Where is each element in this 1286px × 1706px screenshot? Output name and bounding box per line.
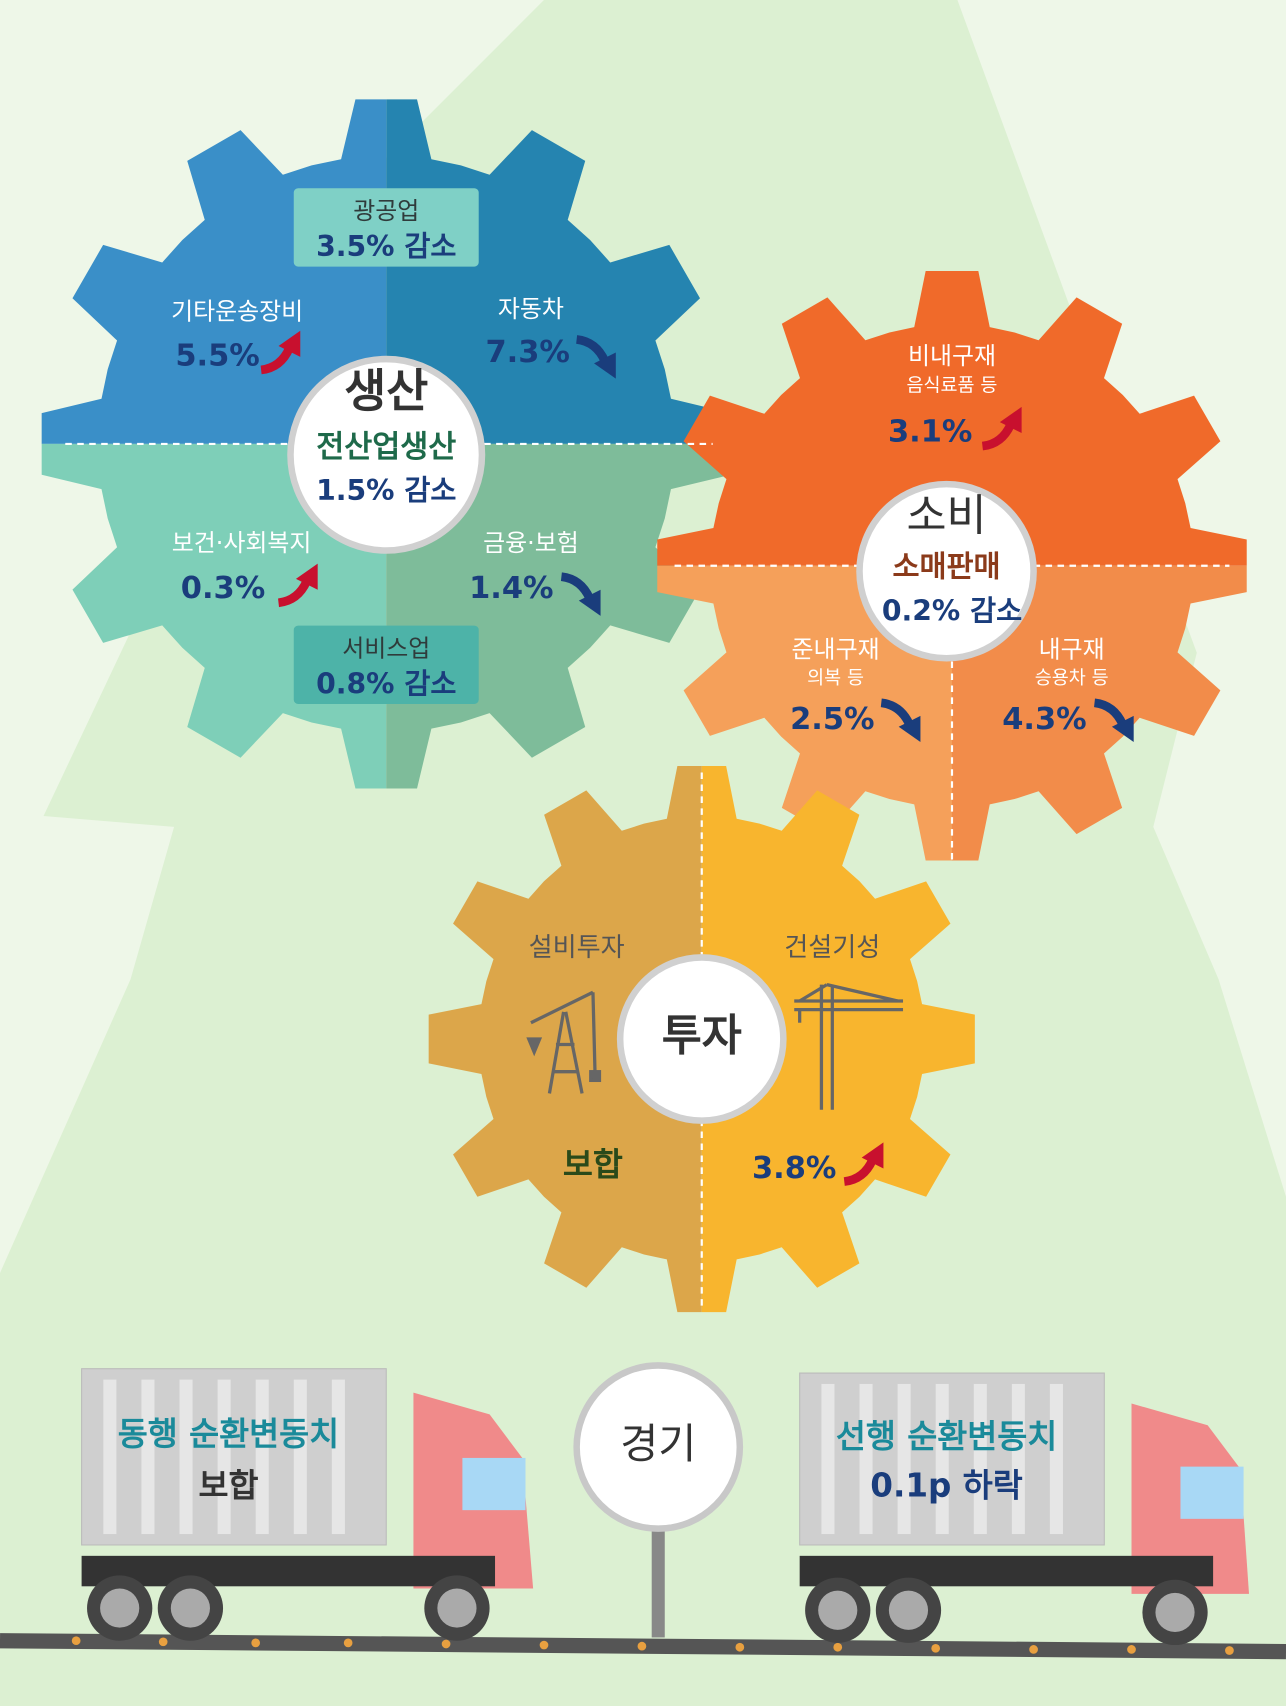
index-label: 선행 순환변동치 bbox=[836, 1417, 1057, 1455]
truck bbox=[799, 1372, 1250, 1646]
gear-segment bbox=[41, 99, 387, 444]
arrow bbox=[1093, 698, 1134, 743]
road-dots bbox=[71, 1636, 1234, 1655]
item-value: 2.5% bbox=[790, 702, 874, 737]
item-label: 자동차 bbox=[498, 295, 564, 323]
arrow-head bbox=[278, 330, 301, 357]
gear-segment bbox=[701, 765, 975, 1313]
arrow bbox=[575, 335, 616, 379]
arrow-head bbox=[898, 715, 921, 743]
gear-subtitle: 전산업생산 bbox=[316, 430, 456, 465]
crane-icon bbox=[794, 983, 904, 1110]
arrow bbox=[981, 406, 1022, 451]
arrow-head bbox=[295, 563, 318, 590]
pumpjack-icon bbox=[526, 990, 602, 1094]
item-note: 의복 등 bbox=[807, 668, 864, 689]
gear-summary: 0.2% 감소 bbox=[882, 595, 1022, 628]
gears bbox=[41, 99, 1247, 1313]
item-label: 보건·사회복지 bbox=[172, 529, 312, 557]
gear-segment bbox=[657, 565, 952, 861]
center-circle bbox=[856, 480, 1037, 662]
item-value: 5.5% bbox=[175, 338, 259, 373]
item-value: 1.4% bbox=[469, 571, 553, 606]
arrow-shaft bbox=[981, 422, 1015, 451]
center-circle bbox=[616, 954, 787, 1124]
sign-title: 경기 bbox=[620, 1420, 696, 1468]
item-value: 0.3% bbox=[181, 571, 265, 606]
arrow-head bbox=[861, 1142, 884, 1169]
arrow-shaft bbox=[1093, 698, 1127, 727]
arrow bbox=[880, 698, 921, 743]
arrow-head bbox=[594, 352, 616, 379]
sign-post bbox=[651, 1523, 665, 1638]
arrow bbox=[843, 1142, 884, 1186]
arrow-shaft bbox=[260, 346, 294, 375]
arrow-shaft bbox=[575, 335, 609, 364]
item-label: 기타운송장비 bbox=[171, 297, 303, 325]
arrow-shaft bbox=[560, 572, 594, 601]
arrow-shaft bbox=[843, 1157, 877, 1186]
arrow-head bbox=[578, 589, 601, 616]
item-value: 4.3% bbox=[1002, 702, 1086, 737]
service-label: 서비스업 bbox=[342, 635, 430, 663]
gear-title: 소비 bbox=[907, 491, 987, 541]
item-label: 내구재 bbox=[1039, 636, 1105, 664]
sign bbox=[573, 1362, 744, 1532]
gear-title: 생산 bbox=[344, 364, 428, 417]
index-value: 보합 bbox=[198, 1466, 258, 1504]
item-label: 설비투자 bbox=[529, 933, 625, 963]
service-value: 0.8% 감소 bbox=[316, 667, 456, 700]
arrow bbox=[277, 563, 318, 608]
gear-segment bbox=[951, 565, 1247, 861]
item-note: 승용차 등 bbox=[1035, 668, 1109, 689]
item-value: 3.1% bbox=[888, 415, 972, 450]
item-label: 건설기성 bbox=[784, 933, 880, 963]
arrow-shaft bbox=[880, 698, 914, 727]
item-label: 준내구재 bbox=[792, 636, 880, 664]
gear-segment bbox=[386, 99, 731, 444]
index-value: 0.1p 하락 bbox=[870, 1466, 1023, 1504]
arrow bbox=[260, 330, 301, 375]
gear-subtitle: 소매판매 bbox=[893, 549, 1001, 583]
item-value: 3.8% bbox=[752, 1151, 836, 1186]
arrow-shaft bbox=[277, 579, 311, 608]
gear-summary: 1.5% 감소 bbox=[316, 474, 456, 507]
item-label: 금융·보험 bbox=[483, 529, 579, 557]
item-value: 보합 bbox=[563, 1145, 623, 1183]
arrow-head bbox=[1111, 715, 1134, 743]
item-value: 7.3% bbox=[485, 335, 569, 370]
arrow-head bbox=[999, 406, 1022, 434]
center-circle bbox=[287, 355, 486, 554]
item-note: 음식료품 등 bbox=[907, 375, 998, 396]
mining-value: 3.5% 감소 bbox=[316, 230, 456, 263]
service-box bbox=[293, 625, 479, 704]
gear-title: 투자 bbox=[662, 1012, 742, 1062]
gear-segment bbox=[428, 765, 702, 1313]
item-label: 비내구재 bbox=[908, 342, 996, 370]
mining-label: 광공업 bbox=[353, 197, 419, 225]
truck bbox=[81, 1368, 534, 1641]
gear-segment bbox=[657, 271, 1247, 566]
mining-box bbox=[293, 188, 479, 267]
arrow bbox=[560, 572, 601, 616]
index-label: 동행 순환변동치 bbox=[118, 1415, 339, 1453]
